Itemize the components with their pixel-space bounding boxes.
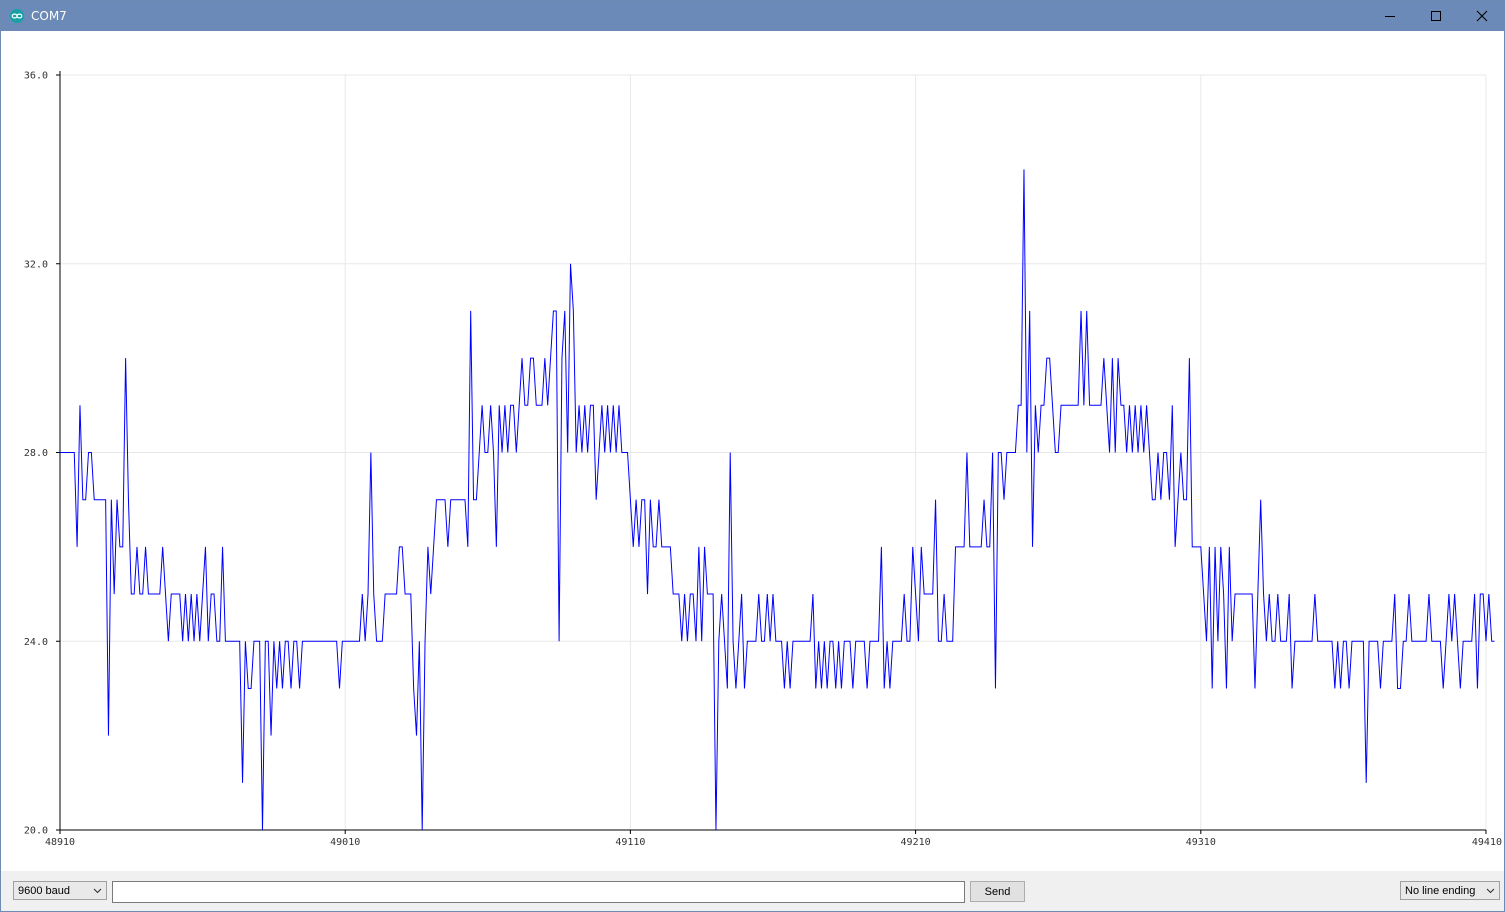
close-icon <box>1476 10 1488 22</box>
minimize-icon <box>1385 16 1395 17</box>
serial-toolbar: 9600 baud Send No line ending <box>1 871 1504 911</box>
serial-plot-chart: 20.0 24.0 28.0 32.0 36.0 48910 49010 49110 49210… <box>24 71 1502 849</box>
y-tick-label: 28.0 <box>24 448 48 459</box>
title-bar: COM7 <box>1 1 1504 31</box>
send-button[interactable]: Send <box>970 881 1025 902</box>
y-tick-label: 24.0 <box>24 637 48 648</box>
window-title: COM7 <box>31 9 67 23</box>
chevron-down-icon <box>1486 888 1495 894</box>
x-tick-label: 49210 <box>901 837 931 848</box>
x-tick-label: 49110 <box>615 837 645 848</box>
x-tick-label: 48910 <box>45 837 75 848</box>
maximize-icon <box>1431 11 1441 21</box>
y-tick-label: 32.0 <box>24 259 48 270</box>
chevron-down-icon <box>93 888 102 894</box>
minimize-button[interactable] <box>1367 1 1413 31</box>
x-tick-label: 49010 <box>330 837 360 848</box>
line-ending-value: No line ending <box>1405 885 1476 897</box>
plot-area: 20.0 24.0 28.0 32.0 36.0 48910 49010 49110 49210… <box>1 31 1504 871</box>
y-tick-label: 20.0 <box>24 826 48 837</box>
series-line <box>60 169 1495 831</box>
arduino-infinity-icon <box>10 9 24 23</box>
close-button[interactable] <box>1459 1 1504 31</box>
y-tick-label: 36.0 <box>24 71 48 82</box>
baud-rate-select[interactable]: 9600 baud <box>13 881 107 900</box>
x-tick-label: 49310 <box>1186 837 1216 848</box>
baud-rate-value: 9600 baud <box>18 885 70 897</box>
x-tick-label: 49410 <box>1472 837 1502 848</box>
line-ending-select[interactable]: No line ending <box>1400 881 1500 900</box>
serial-message-input[interactable] <box>112 881 965 903</box>
maximize-button[interactable] <box>1413 1 1459 31</box>
